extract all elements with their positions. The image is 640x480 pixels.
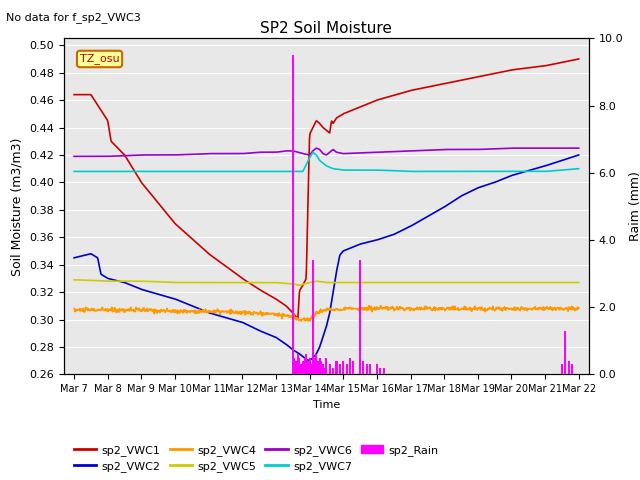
Bar bbox=[380, 368, 381, 374]
Bar bbox=[383, 368, 385, 374]
Title: SP2 Soil Moisture: SP2 Soil Moisture bbox=[260, 21, 392, 36]
Y-axis label: Soil Moisture (m3/m3): Soil Moisture (m3/m3) bbox=[11, 137, 24, 276]
Text: TZ_osu: TZ_osu bbox=[80, 53, 120, 64]
Bar bbox=[564, 331, 566, 374]
Bar bbox=[295, 361, 297, 374]
Bar bbox=[352, 361, 355, 374]
Y-axis label: Raim (mm): Raim (mm) bbox=[628, 171, 640, 241]
Bar bbox=[325, 358, 328, 374]
Bar bbox=[362, 361, 364, 374]
Bar bbox=[571, 364, 573, 374]
Bar bbox=[293, 358, 296, 374]
Bar bbox=[319, 358, 321, 374]
Bar bbox=[329, 364, 331, 374]
Legend: sp2_VWC1, sp2_VWC2, sp2_VWC4, sp2_VWC5, sp2_VWC6, sp2_VWC7, sp2_Rain: sp2_VWC1, sp2_VWC2, sp2_VWC4, sp2_VWC5, … bbox=[70, 441, 444, 477]
Bar bbox=[321, 361, 323, 374]
Bar bbox=[324, 368, 326, 374]
Bar bbox=[342, 361, 344, 374]
Bar bbox=[359, 260, 361, 374]
Bar bbox=[322, 364, 324, 374]
Bar bbox=[314, 358, 316, 374]
Bar bbox=[346, 364, 348, 374]
Bar bbox=[312, 260, 314, 374]
Bar bbox=[561, 364, 563, 374]
Bar bbox=[297, 354, 299, 374]
Bar bbox=[305, 354, 307, 374]
Bar bbox=[292, 55, 294, 374]
Text: No data for f_sp2_VWC3: No data for f_sp2_VWC3 bbox=[6, 12, 141, 23]
Bar bbox=[310, 364, 312, 374]
Bar bbox=[332, 368, 334, 374]
Bar bbox=[307, 361, 309, 374]
Bar bbox=[300, 364, 302, 374]
Bar bbox=[339, 364, 341, 374]
Bar bbox=[316, 354, 317, 374]
Bar bbox=[369, 364, 371, 374]
Bar bbox=[303, 358, 305, 374]
Bar bbox=[376, 364, 378, 374]
Bar bbox=[366, 364, 368, 374]
Bar bbox=[298, 358, 301, 374]
Bar bbox=[308, 358, 310, 374]
X-axis label: Time: Time bbox=[313, 400, 340, 409]
Bar bbox=[335, 361, 337, 374]
Bar bbox=[568, 361, 570, 374]
Bar bbox=[302, 361, 304, 374]
Bar bbox=[349, 358, 351, 374]
Bar bbox=[317, 361, 319, 374]
